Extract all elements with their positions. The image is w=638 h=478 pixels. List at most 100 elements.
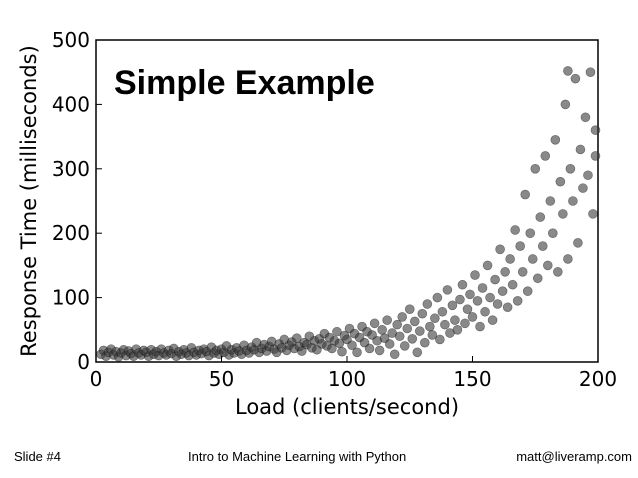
- data-point: [364, 343, 375, 354]
- data-point: [442, 285, 453, 295]
- data-point: [573, 238, 583, 248]
- data-point: [435, 334, 445, 345]
- data-point: [535, 212, 546, 222]
- data-point: [490, 274, 500, 285]
- data-point: [583, 170, 593, 181]
- data-point: [588, 209, 598, 219]
- data-point: [510, 225, 520, 235]
- data-point: [467, 312, 478, 322]
- data-point: [409, 316, 420, 327]
- data-point: [374, 345, 385, 356]
- data-point: [542, 260, 553, 271]
- data-point: [590, 151, 601, 161]
- data-point: [502, 302, 513, 313]
- data-point: [460, 318, 470, 329]
- author-email: matt@liveramp.com: [516, 449, 632, 464]
- data-point: [377, 324, 387, 335]
- scatter-chart: 0 50 100 150 200 0 100 200 300 400 500 Simple Exam…: [17, 28, 617, 419]
- data-point: [457, 279, 468, 290]
- data-point: [505, 254, 515, 264]
- data-point: [452, 324, 463, 335]
- x-tick-label: 0: [90, 367, 103, 391]
- x-tick-label: 100: [328, 367, 366, 391]
- data-point: [475, 321, 485, 332]
- y-tick-label: 100: [52, 286, 90, 310]
- y-axis-label: Response Time (milliseconds): [17, 45, 41, 357]
- data-point: [404, 304, 415, 314]
- slide-number: Slide #4: [14, 449, 61, 464]
- data-point: [382, 315, 392, 325]
- y-tick-label: 0: [77, 350, 90, 374]
- data-point: [447, 300, 458, 311]
- data-point: [440, 319, 450, 330]
- data-point: [558, 209, 568, 219]
- data-point: [492, 299, 503, 309]
- data-point: [530, 164, 541, 174]
- chart-title: Simple Example: [114, 64, 375, 102]
- data-point: [578, 183, 588, 193]
- data-point: [432, 292, 443, 303]
- y-tick-label: 400: [52, 92, 90, 116]
- data-point: [417, 308, 428, 319]
- data-point: [477, 283, 488, 293]
- data-point: [560, 99, 571, 110]
- data-point: [580, 112, 591, 123]
- data-point: [545, 196, 556, 206]
- data-point: [352, 347, 362, 358]
- plot-area: 0 50 100 150 200 0 100 200 300 400 500: [52, 28, 617, 391]
- data-point: [563, 254, 573, 264]
- data-point: [450, 315, 460, 325]
- data-point: [515, 241, 525, 251]
- data-point: [532, 273, 543, 284]
- y-tick-label: 200: [52, 221, 90, 245]
- data-point: [399, 341, 410, 351]
- data-point: [482, 260, 493, 271]
- x-tick-label: 50: [209, 367, 234, 391]
- data-point: [548, 228, 558, 238]
- data-point: [369, 318, 380, 329]
- data-point: [347, 340, 357, 351]
- data-point: [389, 349, 400, 360]
- data-point: [565, 164, 576, 174]
- data-point: [568, 196, 578, 206]
- data-point: [512, 296, 523, 306]
- data-point: [563, 66, 573, 76]
- data-point: [517, 267, 528, 277]
- presentation-title: Intro to Machine Learning with Python: [188, 449, 407, 464]
- y-tick-label: 300: [52, 157, 90, 181]
- data-point: [427, 330, 438, 340]
- data-point: [485, 292, 495, 303]
- data-point: [437, 306, 448, 317]
- data-point: [422, 299, 433, 309]
- data-point: [332, 326, 342, 337]
- data-point: [462, 304, 473, 314]
- data-point: [550, 135, 561, 145]
- data-point: [394, 331, 405, 342]
- data-point: [570, 73, 581, 84]
- data-point: [495, 244, 505, 255]
- y-tick-label: 500: [52, 28, 90, 52]
- data-point: [414, 326, 425, 336]
- scatter-points: [96, 66, 601, 362]
- data-point: [425, 321, 435, 332]
- data-point: [402, 323, 413, 334]
- x-tick-label: 200: [579, 367, 617, 391]
- data-point: [553, 267, 563, 277]
- data-point: [420, 337, 430, 348]
- data-point: [585, 67, 596, 77]
- data-point: [480, 306, 490, 317]
- data-point: [397, 312, 408, 322]
- data-point: [384, 339, 395, 349]
- data-point: [497, 286, 508, 296]
- axis-ticks: 0 50 100 150 200 0 100 200 300 400 500: [52, 28, 617, 391]
- data-point: [470, 270, 480, 280]
- x-tick-label: 150: [453, 367, 491, 391]
- data-point: [527, 254, 538, 264]
- x-axis-label: Load (clients/second): [235, 395, 459, 419]
- data-point: [590, 125, 601, 135]
- data-point: [575, 144, 586, 155]
- data-point: [540, 151, 551, 161]
- data-point: [537, 241, 548, 251]
- data-point: [412, 347, 423, 358]
- data-point: [392, 319, 403, 330]
